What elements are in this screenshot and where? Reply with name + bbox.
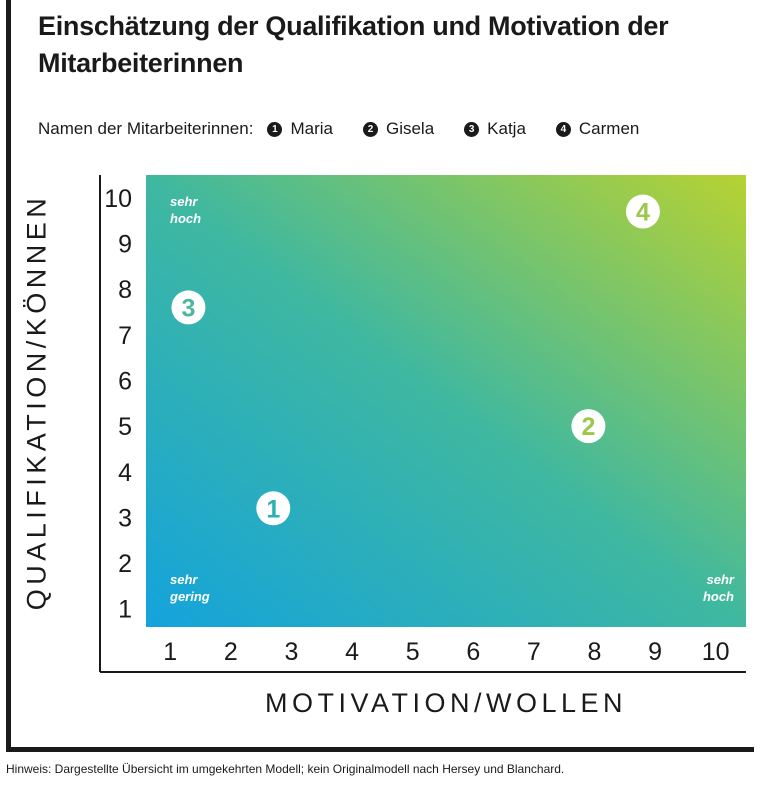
x-tick-label: 7	[527, 638, 541, 666]
y-tick-label: 7	[118, 322, 132, 350]
legend-name: Katja	[487, 119, 526, 138]
data-point-maria	[256, 491, 291, 526]
corner-label-bottom-left: gering	[169, 589, 210, 604]
legend-bullet-3: 3	[464, 121, 480, 137]
corner-label-top-left: hoch	[170, 211, 201, 226]
corner-label-bottom-left: sehr	[170, 572, 198, 587]
chart-title: Einschätzung der Qualifikation und Motiv…	[38, 11, 669, 78]
plot-background	[146, 175, 746, 627]
x-tick-label: 1	[163, 638, 177, 666]
legend-label: Namen der Mitarbeiterinnen:	[38, 119, 254, 138]
legend: Namen der Mitarbeiterinnen: 1 Maria 2 Gi…	[38, 118, 669, 140]
legend-bullet-2: 2	[362, 121, 378, 137]
data-point-label: 3	[181, 294, 195, 322]
legend-item-carmen: 4 Carmen	[555, 119, 640, 139]
data-point-katja	[171, 290, 206, 325]
x-axis-label: MOTIVATION/WOLLEN	[264, 688, 628, 718]
x-tick-label: 9	[648, 638, 662, 666]
data-point-carmen	[625, 194, 660, 229]
data-point-label: 1	[266, 495, 280, 523]
y-tick-label: 6	[118, 367, 132, 395]
legend-item-katja: 3 Katja	[464, 119, 526, 139]
x-tick-label: 2	[224, 638, 238, 666]
legend-name: Gisela	[385, 119, 435, 138]
x-tick-label: 10	[702, 638, 730, 666]
y-axis-label: QUALIFIKATION/KÖNNEN	[21, 193, 52, 611]
x-tick-label: 5	[406, 638, 420, 666]
y-tick-label: 8	[118, 276, 132, 304]
frame-bottom-rule	[6, 747, 754, 752]
legend-item-gisela: 2 Gisela	[362, 119, 435, 139]
data-point-label: 4	[636, 199, 650, 227]
x-tick-label: 6	[466, 638, 480, 666]
y-tick-label: 3	[118, 504, 132, 532]
corner-label-top-left: sehr	[170, 194, 198, 209]
frame-left-rule	[6, 0, 11, 752]
y-tick-label: 2	[118, 550, 132, 578]
y-tick-label: 1	[118, 596, 132, 624]
y-tick-label: 9	[118, 230, 132, 258]
footnote: Hinweis: Dargestellte Übersicht im umgek…	[6, 762, 565, 776]
legend-item-maria: 1 Maria	[267, 119, 333, 139]
y-tick-label: 4	[118, 459, 132, 487]
x-tick-label: 3	[285, 638, 299, 666]
data-point-gisela	[571, 409, 606, 444]
y-tick-label: 10	[104, 185, 132, 213]
y-tick-label: 5	[118, 413, 132, 441]
legend-name: Carmen	[578, 119, 640, 138]
legend-bullet-1: 1	[267, 121, 283, 137]
x-tick-label: 4	[345, 638, 359, 666]
legend-name: Maria	[290, 119, 333, 138]
data-point-label: 2	[581, 413, 595, 441]
corner-label-bottom-right: hoch	[703, 589, 734, 604]
corner-label-bottom-right: sehr	[707, 572, 735, 587]
legend-bullet-4: 4	[555, 121, 571, 137]
x-tick-label: 8	[588, 638, 602, 666]
